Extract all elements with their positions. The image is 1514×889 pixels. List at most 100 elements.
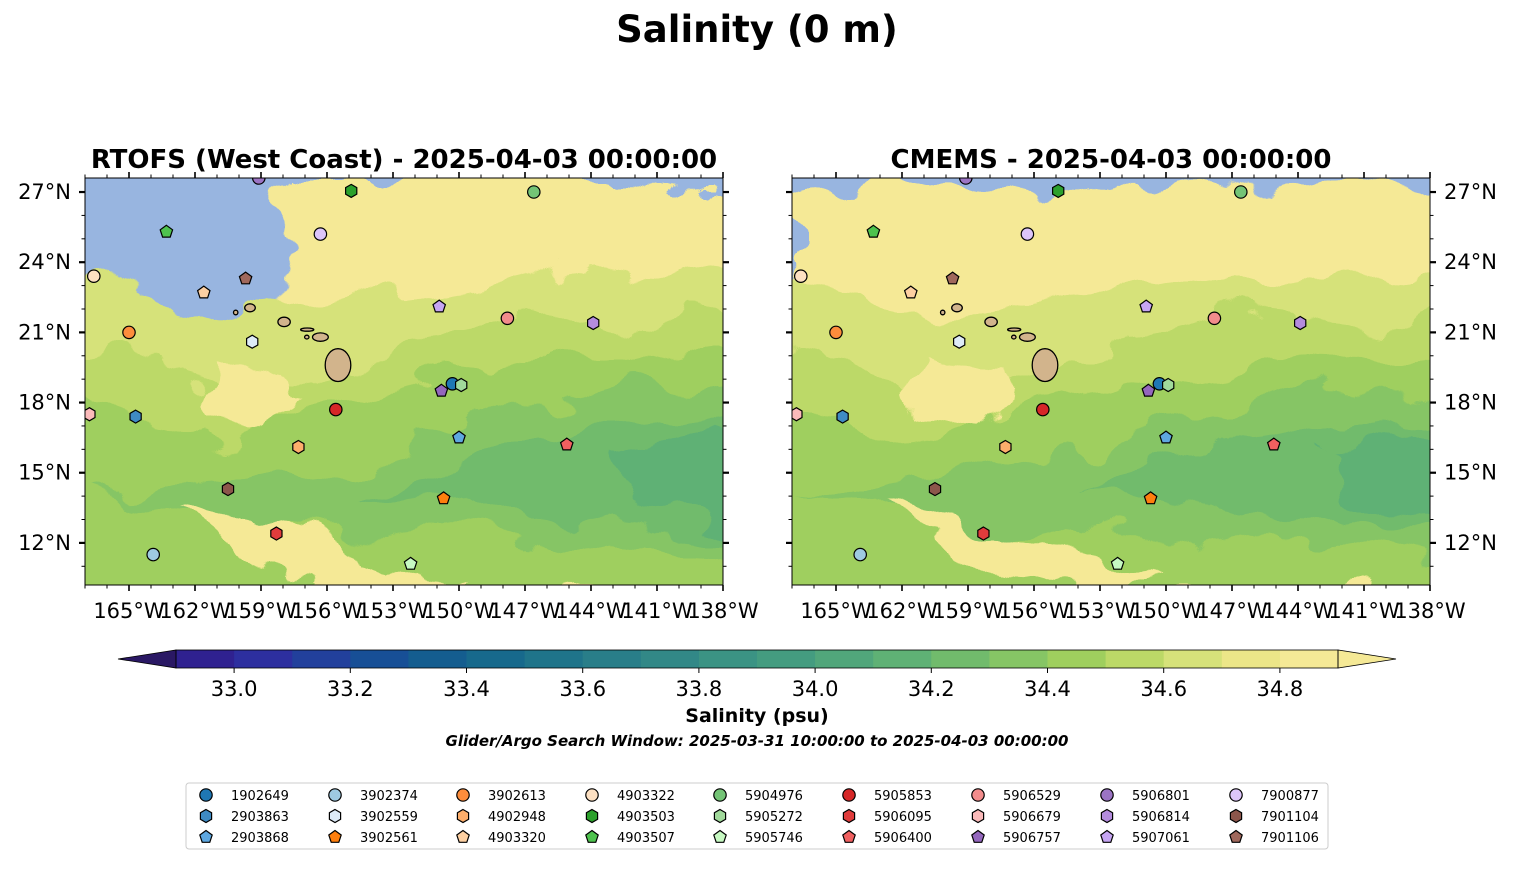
x-tick-label: 153°W [357,599,429,623]
rtofs-map-panel: RTOFS (West Coast) - 2025-04-03 00:00:00… [18,145,759,623]
y-tick-label: 18°N [18,391,71,415]
colorbar-tick-label: 34.6 [1140,677,1187,701]
platform-3902561 [436,491,451,505]
platform-4903322 [793,269,808,283]
y-tick-label: 24°N [18,250,71,274]
colorbar-extend-high [1337,649,1397,669]
colorbar-bin [1279,650,1339,668]
island-oahu [277,316,291,328]
legend-label-3902559: 3902559 [360,810,418,825]
legend-marker-3902561 [328,829,342,843]
y-tick-label: 12°N [18,531,71,555]
platform-4903503 [345,183,358,199]
legend-label-4903320: 4903320 [488,831,546,846]
search-window-note: Glider/Argo Search Window: 2025-03-31 10… [446,732,1069,750]
legend-label-4903322: 4903322 [617,789,675,804]
platform-5906757 [1141,383,1156,397]
colorbar-label: Salinity (psu) [685,705,828,727]
y-tick-label: 27°N [1444,180,1497,204]
platform-5905853 [328,402,343,417]
legend-marker-5904976 [713,788,727,802]
platform-5905746 [1110,556,1125,570]
platform-7901104 [221,481,235,497]
legend-label-5906757: 5906757 [1003,831,1061,846]
colorbar-bin [815,650,874,668]
legend-marker-3902559 [328,808,342,824]
x-tick-label: 138°W [687,599,759,623]
legend-marker-4903507 [585,829,599,843]
island-maui [311,332,329,342]
cmems-map-frame [791,177,1431,586]
legend-label-4903503: 4903503 [617,810,675,825]
colorbar-bin [1105,650,1165,668]
x-tick-label: 153°W [1064,599,1136,623]
colorbar-bin [873,650,932,668]
colorbar-bin [176,650,235,668]
platform-4903503 [1051,183,1065,199]
x-tick-label: 165°W [800,599,872,623]
colorbar-tick-label: 33.4 [443,677,490,701]
y-tick-label: 24°N [1444,250,1497,274]
platform-7900877 [313,227,328,241]
colorbar-bin [1047,650,1107,668]
island-hawaii [1031,348,1059,383]
x-tick-label: 150°W [423,599,495,623]
legend-marker-5906757 [971,829,985,843]
legend-marker-2903863 [199,808,213,824]
platform-5906095 [977,526,990,541]
platform-2903863 [836,409,849,424]
legend-marker-5906679 [971,808,985,824]
platform-3902374 [146,547,160,562]
x-tick-label: 156°W [998,599,1070,623]
platform-5904976 [1234,185,1248,199]
colorbar-tick-label: 33.8 [676,677,723,701]
legend-marker-7901104 [1229,808,1243,824]
platform-5904976 [526,185,541,199]
legend-label-5905853: 5905853 [874,789,932,804]
legend-marker-5906814 [1100,808,1114,824]
x-tick-label: 141°W [1328,599,1400,623]
colorbar-tick-label: 34.4 [1024,677,1071,701]
colorbar-tick-label: 33.0 [211,677,258,701]
colorbar-tick-label: 34.8 [1257,677,1304,701]
y-tick-label: 18°N [1444,391,1497,415]
colorbar-tick-label: 33.2 [327,677,374,701]
platform-5905272 [1161,377,1175,393]
y-tick-label: 15°N [18,461,71,485]
island-lanai [303,334,310,340]
platform-4902948 [292,439,305,455]
colorbar: 33.0 33.2 33.4 33.6 33.8 34.0 34.2 34.4 34.6 34.8 [117,649,1397,701]
legend-label-1902649: 1902649 [231,789,289,804]
legend-label-3902374: 3902374 [360,789,418,804]
platform-4903320 [903,285,918,299]
colorbar-bin [466,650,526,668]
legend-label-5905272: 5905272 [745,810,803,825]
platform-3902374 [853,547,867,562]
legend-label-7901106: 7901106 [1261,831,1319,846]
x-tick-label: 162°W [159,599,231,623]
x-tick-label: 165°W [93,599,165,623]
legend-label-7900877: 7900877 [1261,789,1319,804]
legend-marker-4902948 [456,808,470,824]
x-tick-label: 147°W [489,599,561,623]
colorbar-bin [582,650,642,668]
legend-label-7901104: 7901104 [1261,810,1319,825]
colorbar-bin [757,650,816,668]
legend-marker-5906801 [1100,788,1114,802]
legend-label-5906679: 5906679 [1003,810,1061,825]
legend-marker-3902613 [456,788,470,802]
platform-5907061 [432,299,447,313]
rtofs-map-frame [84,177,724,586]
platform-5906679 [85,407,96,422]
platform-5906400 [1266,437,1281,451]
platform-5906529 [500,311,515,326]
legend-label-5906801: 5906801 [1132,789,1190,804]
y-tick-label: 27°N [18,180,71,204]
platform-2903868 [1159,430,1173,444]
legend-marker-4903320 [456,829,470,843]
rtofs-axis-ticks: 165°W162°W159°W156°W153°W150°W147°W144°W… [18,172,759,623]
colorbar-bin [350,650,409,668]
cmems-platform-markers [792,178,1307,570]
legend-label-5905746: 5905746 [745,831,803,846]
rtofs-salinity-field [85,178,723,585]
